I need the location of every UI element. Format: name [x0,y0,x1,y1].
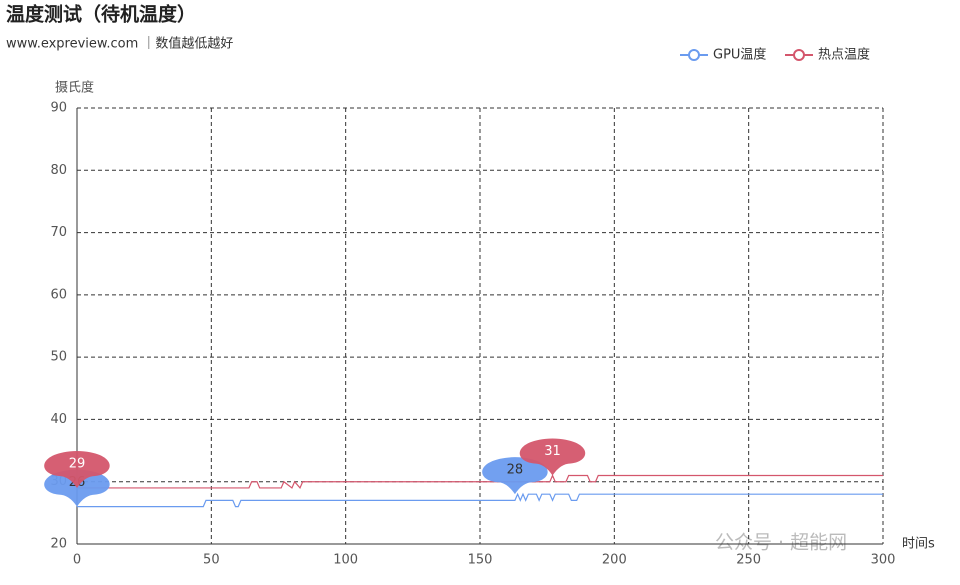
x-tick-label: 300 [871,553,896,568]
chart-subtitle: www.expreview.com ｜数值越低越好 [6,36,233,52]
legend-label: GPU温度 [713,47,766,63]
y-tick-label: 70 [50,225,67,240]
mark-label: 28 [507,463,524,478]
y-tick-label: 40 [50,412,67,427]
x-tick-label: 150 [468,553,493,568]
y-tick-label: 90 [50,101,67,116]
legend-marker [688,49,700,61]
mark-pin [482,457,548,495]
series-line [77,492,883,508]
series-line [77,473,883,490]
y-tick-label: 80 [50,163,67,178]
watermark: 公众号 · 超能网 [715,532,847,554]
x-tick-label: 250 [736,553,761,568]
legend-marker [793,49,805,61]
chart-title: 温度测试（待机温度） [6,3,196,26]
x-tick-label: 50 [203,553,220,568]
x-tick-label: 100 [333,553,358,568]
mark-label: 29 [69,456,86,471]
legend-label: 热点温度 [818,47,870,63]
mark-label: 31 [544,444,561,459]
x-tick-label: 200 [602,553,627,568]
y-tick-label: 50 [50,350,67,365]
x-axis-label: 时间s [902,537,935,552]
y-tick-label: 20 [50,537,67,552]
x-tick-label: 0 [73,553,81,568]
y-tick-label: 60 [50,287,67,302]
y-axis-label: 摄氏度 [55,80,94,96]
mark-pin [44,469,110,507]
mark-pin [519,438,586,476]
mark-pin [44,450,110,488]
